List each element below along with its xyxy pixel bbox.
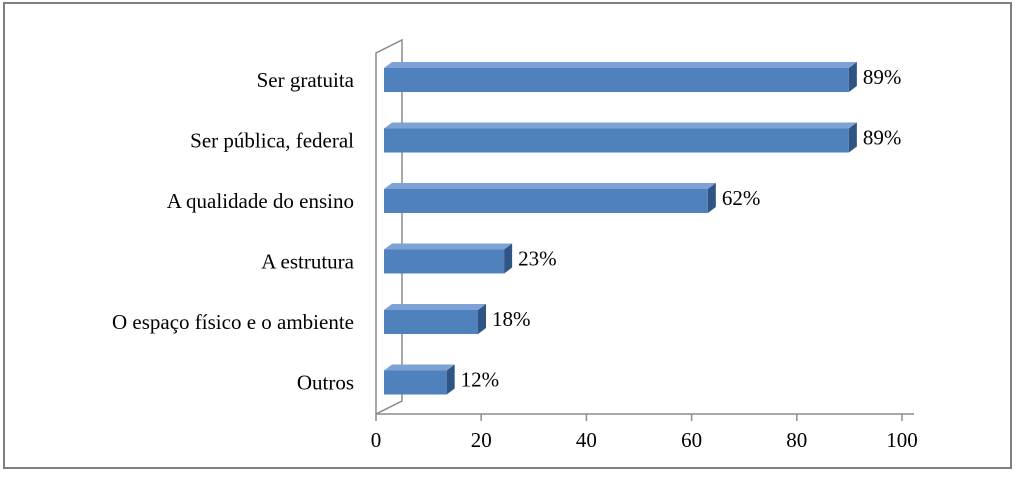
category-label: Ser pública, federal <box>190 129 354 153</box>
x-tick-label: 0 <box>371 428 382 452</box>
y-axis-wall <box>375 38 403 416</box>
bar-side <box>848 122 857 153</box>
data-label: 23% <box>518 247 557 271</box>
data-label: 89% <box>863 65 902 89</box>
data-label: 89% <box>863 126 902 150</box>
bar-front <box>384 68 849 92</box>
category-label: Ser gratuita <box>257 68 355 92</box>
bar <box>384 304 487 334</box>
bars <box>384 62 857 395</box>
bar-top <box>384 122 857 129</box>
bar <box>384 62 857 92</box>
data-label: 62% <box>722 186 761 210</box>
bar-side <box>504 243 513 274</box>
x-tick-label: 60 <box>681 428 702 452</box>
bar <box>384 364 455 395</box>
bar-top <box>384 243 513 250</box>
bar-side <box>707 183 716 213</box>
bar <box>384 183 716 213</box>
bar-side <box>848 62 857 92</box>
bar-side <box>478 304 487 334</box>
category-label: O espaço físico e o ambiente <box>112 310 354 334</box>
data-label: 18% <box>492 307 530 331</box>
bar <box>384 243 513 274</box>
category-label: Outros <box>297 371 354 395</box>
x-tick-label: 20 <box>471 428 492 452</box>
bar-front <box>384 310 479 334</box>
bar-top <box>384 364 455 371</box>
x-tick-label: 100 <box>886 428 918 452</box>
bar-top <box>384 62 857 68</box>
bar-side <box>446 364 455 395</box>
bar-front <box>384 370 447 395</box>
bar-front <box>384 249 505 274</box>
bar-top <box>384 183 716 189</box>
bar-front <box>384 128 849 153</box>
category-label: A estrutura <box>261 250 354 274</box>
bar-top <box>384 304 487 310</box>
category-label: A qualidade do ensino <box>167 189 354 213</box>
bar-chart: 0 20 40 60 80 100 Ser gratuita 89% Ser pública, … <box>3 2 1012 469</box>
labels: 0 20 40 60 80 100 Ser gratuita 89% Ser pública, … <box>112 65 918 452</box>
bar <box>384 122 857 153</box>
chart-frame: 0 20 40 60 80 100 Ser gratuita 89% Ser pública, … <box>3 2 1013 480</box>
bar-front <box>384 189 708 213</box>
x-tick-label: 80 <box>786 428 807 452</box>
x-tick-label: 40 <box>576 428 597 452</box>
data-label: 12% <box>461 368 500 392</box>
